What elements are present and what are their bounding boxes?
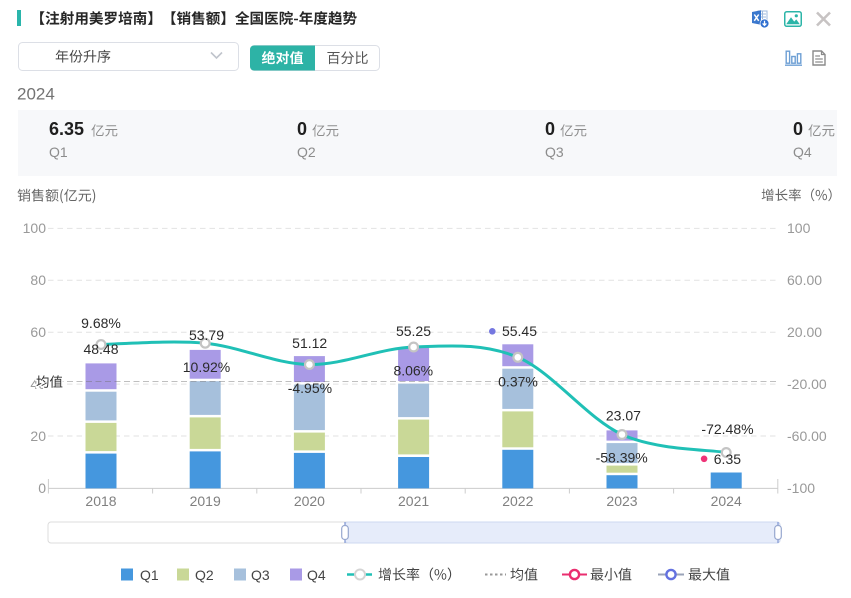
svg-text:-20.00: -20.00 bbox=[787, 376, 827, 392]
svg-text:6.35: 6.35 bbox=[714, 451, 741, 467]
svg-text:100: 100 bbox=[23, 220, 47, 236]
svg-text:0: 0 bbox=[297, 119, 307, 139]
svg-text:20.00: 20.00 bbox=[787, 324, 822, 340]
svg-text:2021: 2021 bbox=[398, 493, 429, 509]
svg-text:55.45: 55.45 bbox=[502, 323, 537, 339]
svg-text:8.06%: 8.06% bbox=[393, 363, 433, 379]
svg-text:51.12: 51.12 bbox=[292, 335, 327, 351]
svg-text:2019: 2019 bbox=[190, 493, 221, 509]
svg-text:Q1: Q1 bbox=[140, 567, 159, 583]
svg-text:60: 60 bbox=[30, 324, 46, 340]
svg-text:9.68%: 9.68% bbox=[81, 315, 121, 331]
svg-text:0: 0 bbox=[793, 119, 803, 139]
svg-text:23.07: 23.07 bbox=[606, 408, 641, 424]
svg-text:80: 80 bbox=[30, 272, 46, 288]
svg-text:Q1: Q1 bbox=[49, 144, 68, 160]
svg-text:-60.00: -60.00 bbox=[787, 428, 827, 444]
svg-text:Q2: Q2 bbox=[297, 144, 316, 160]
svg-text:0: 0 bbox=[545, 119, 555, 139]
svg-text:60.00: 60.00 bbox=[787, 272, 822, 288]
svg-text:48.48: 48.48 bbox=[83, 341, 118, 357]
svg-text:2020: 2020 bbox=[294, 493, 325, 509]
svg-text:2023: 2023 bbox=[606, 493, 637, 509]
svg-text:Q4: Q4 bbox=[307, 567, 326, 583]
svg-text:20: 20 bbox=[30, 428, 46, 444]
svg-text:0.37%: 0.37% bbox=[498, 374, 538, 390]
svg-text:-4.95%: -4.95% bbox=[288, 380, 332, 396]
svg-text:Q3: Q3 bbox=[251, 567, 270, 583]
svg-text:Q3: Q3 bbox=[545, 144, 564, 160]
svg-text:-58.39%: -58.39% bbox=[596, 450, 648, 466]
svg-text:Q2: Q2 bbox=[195, 567, 214, 583]
svg-text:6.35: 6.35 bbox=[49, 119, 84, 139]
svg-text:2022: 2022 bbox=[502, 493, 533, 509]
svg-text:2018: 2018 bbox=[85, 493, 116, 509]
svg-text:-100: -100 bbox=[787, 480, 815, 496]
svg-text:55.25: 55.25 bbox=[396, 323, 431, 339]
svg-text:Q4: Q4 bbox=[793, 144, 812, 160]
svg-text:100: 100 bbox=[787, 220, 811, 236]
svg-text:2024: 2024 bbox=[711, 493, 742, 509]
svg-text:53.79: 53.79 bbox=[189, 327, 224, 343]
svg-text:2024: 2024 bbox=[17, 85, 55, 104]
svg-text:10.92%: 10.92% bbox=[183, 359, 230, 375]
svg-text:-72.48%: -72.48% bbox=[701, 421, 753, 437]
svg-text:0: 0 bbox=[38, 480, 46, 496]
